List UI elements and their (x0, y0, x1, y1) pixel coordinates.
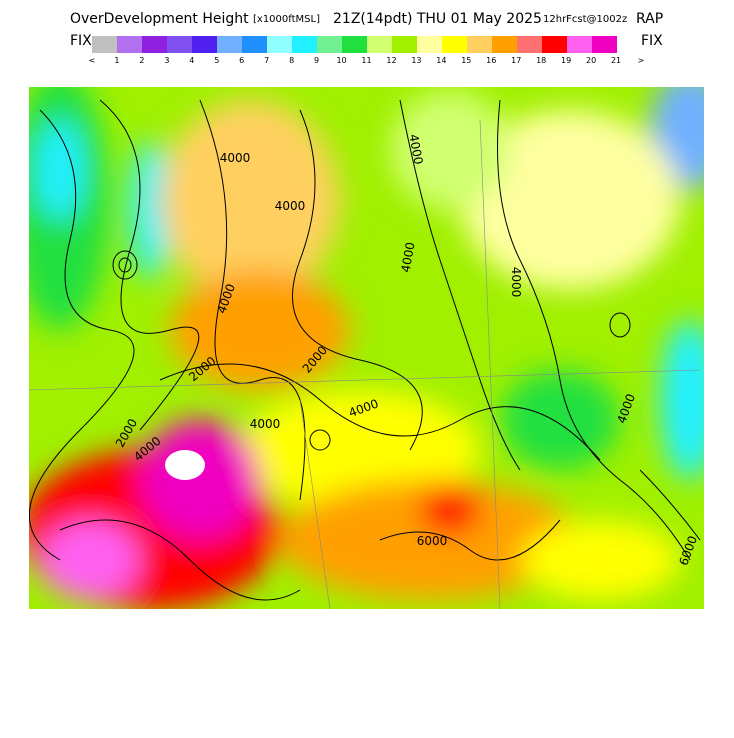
colorbar-swatch (542, 36, 567, 53)
colorbar-label: 19 (561, 56, 571, 65)
colorbar-swatch (567, 36, 592, 53)
colorbar-label: 21 (611, 56, 621, 65)
colorbar-swatch (492, 36, 517, 53)
contour-label: 4000 (406, 133, 425, 166)
colorbar-label: 17 (511, 56, 521, 65)
colorbar-label: 13 (411, 56, 421, 65)
colorbar-label: 14 (436, 56, 446, 65)
colorbar-label: 15 (461, 56, 471, 65)
units: [x1000ftMSL] (253, 14, 320, 25)
colorbar-swatch (467, 36, 492, 53)
colorbar-swatch (192, 36, 217, 53)
valid-time: 21Z(14pdt) THU 01 May 2025 (333, 11, 542, 27)
contour-label: 4000 (220, 151, 251, 165)
fix-left: FIX (70, 33, 92, 49)
colorbar-label: 20 (586, 56, 596, 65)
fix-right: FIX (641, 33, 663, 49)
model: RAP (636, 11, 663, 27)
colorbar-label: 12 (386, 56, 396, 65)
colorbar-swatch (317, 36, 342, 53)
colorbar-label: 7 (264, 56, 269, 65)
colorbar-swatch (517, 36, 542, 53)
colorbar-label: 4 (189, 56, 194, 65)
colorbar-swatch (292, 36, 317, 53)
colorbar-label: 8 (289, 56, 294, 65)
colorbar-swatch (442, 36, 467, 53)
contour-label: 4000 (250, 417, 281, 431)
colorbar: <1 2 3 4 5 6 7 8 9 10 11 12 13 14 15 16 17 18 19 20 21 > (89, 36, 645, 65)
colorbar-swatch (217, 36, 242, 53)
colorbar-swatch (342, 36, 367, 53)
forecast: 12hrFcst@1002z (543, 14, 627, 25)
colorbar-label: 6 (239, 56, 244, 65)
colorbar-swatch (92, 36, 117, 53)
contour-label: 4000 (399, 241, 418, 274)
colorbar-label: 16 (486, 56, 496, 65)
colorbar-label: 1 (114, 56, 119, 65)
colorbar-swatch (392, 36, 417, 53)
colorbar-label: > (638, 56, 645, 65)
contour-label: 6000 (417, 534, 448, 548)
colorbar-swatch (592, 36, 617, 53)
colorbar-swatch (117, 36, 142, 53)
colorbar-label: 2 (139, 56, 144, 65)
colorbar-swatch (267, 36, 292, 53)
colorbar-label: 11 (361, 56, 371, 65)
colorbar-label: 9 (314, 56, 319, 65)
colorbar-label: 5 (214, 56, 219, 65)
colorbar-swatch (417, 36, 442, 53)
colorbar-label: 18 (536, 56, 546, 65)
colorbar-swatch (242, 36, 267, 53)
colorbar-label: 10 (336, 56, 346, 65)
colorbar-label: < (89, 56, 96, 65)
map: 4000400040004000400020002000400040004000… (29, 87, 704, 609)
title: OverDevelopment Height (70, 11, 249, 27)
colorbar-swatch (367, 36, 392, 53)
colorbar-swatch (167, 36, 192, 53)
colorbar-swatch (142, 36, 167, 53)
colorbar-label: 3 (164, 56, 169, 65)
contour-label: 4000 (509, 267, 523, 298)
contour-label: 4000 (275, 199, 306, 213)
